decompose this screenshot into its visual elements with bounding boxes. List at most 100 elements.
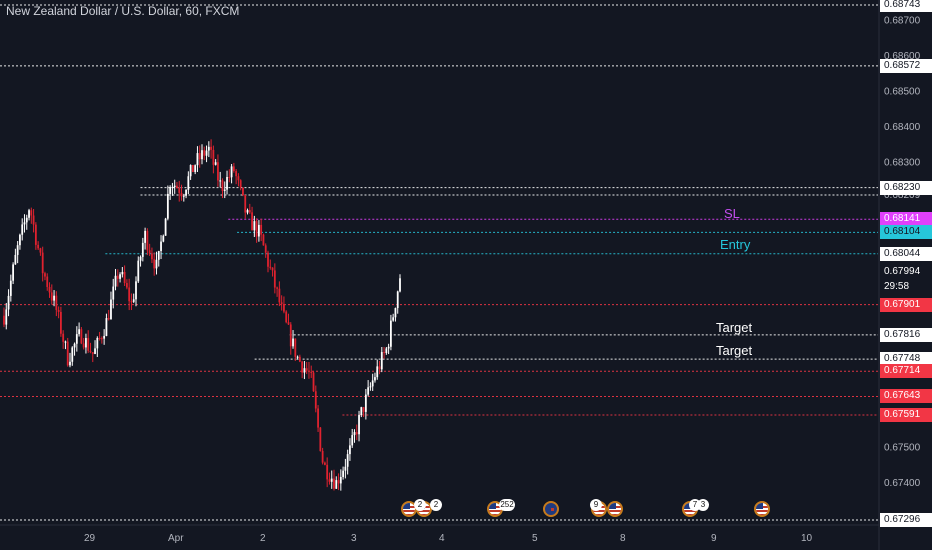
candle-body <box>5 309 8 325</box>
candle-body <box>257 224 260 237</box>
candle-body <box>205 150 208 156</box>
candle-body <box>280 302 283 305</box>
candle-body <box>23 222 26 225</box>
candle-body <box>135 281 137 300</box>
candle-body <box>330 478 333 482</box>
us-flag-icon[interactable] <box>607 501 623 517</box>
price-tag: 0.67591 <box>880 408 932 422</box>
candle-body <box>235 171 238 177</box>
x-tick-label: 29 <box>84 533 96 544</box>
candle-body <box>155 259 158 269</box>
candle-body <box>342 470 345 477</box>
y-tick-label: 0.68300 <box>884 158 921 169</box>
candle-body <box>98 337 101 339</box>
candle-body <box>73 343 76 348</box>
candle-body <box>50 292 53 301</box>
candle-body <box>87 338 90 351</box>
candle-body <box>326 464 329 480</box>
candle-body <box>164 218 167 236</box>
candle-body <box>185 189 187 196</box>
candle-body <box>32 215 35 225</box>
candle-body <box>328 479 331 482</box>
candle-body <box>333 478 335 489</box>
x-tick-label: 10 <box>801 533 813 544</box>
candle-body <box>210 146 213 150</box>
target-label-2: Target <box>716 343 753 358</box>
candle-body <box>308 370 310 372</box>
candle-body <box>128 287 131 302</box>
candle-body <box>362 407 365 412</box>
candle-body <box>399 278 401 292</box>
candle-body <box>385 348 388 353</box>
candle-body <box>251 212 253 231</box>
event-count-badge: 9 <box>590 499 602 511</box>
candle-body <box>314 391 317 409</box>
price-tag: 0.67816 <box>880 327 932 342</box>
y-tick-label: 0.68500 <box>884 86 921 97</box>
candle-body <box>389 320 392 347</box>
candle-body <box>242 187 244 196</box>
candle-body <box>144 230 147 243</box>
candle-body <box>371 380 374 387</box>
candle-body <box>16 245 19 255</box>
price-tag: 0.68044 <box>880 246 932 261</box>
candle-body <box>358 415 360 435</box>
candle-body <box>337 480 340 484</box>
candle-body <box>262 234 265 246</box>
candle-body <box>125 283 128 288</box>
y-tick-label: 0.67500 <box>884 442 921 453</box>
nz-flag-icon[interactable] <box>543 501 559 517</box>
candle-body <box>194 165 197 173</box>
candle-body <box>69 361 71 366</box>
candle-body <box>21 224 24 235</box>
candle-body <box>296 356 299 358</box>
candle-body <box>201 150 203 160</box>
y-tick-label: 0.68700 <box>884 15 921 26</box>
candle-body <box>301 361 304 373</box>
chart-title: New Zealand Dollar / U.S. Dollar, 60, FX… <box>6 4 240 18</box>
candle-body <box>232 166 235 172</box>
candle-body <box>369 386 372 388</box>
candle-body <box>53 295 55 301</box>
candle-body <box>166 193 169 219</box>
event-count-badge: 2 <box>414 499 426 511</box>
price-tag: 0.67994 <box>880 264 932 279</box>
candle-body <box>55 295 58 310</box>
candle-body <box>269 266 272 268</box>
candle-body <box>123 271 126 284</box>
candle-body <box>303 368 306 373</box>
candle-body <box>196 153 199 166</box>
us-flag-icon[interactable] <box>754 501 770 517</box>
candle-body <box>151 253 153 260</box>
candle-body <box>75 334 78 344</box>
candle-body <box>153 259 156 269</box>
candle-body <box>230 166 233 178</box>
candle-body <box>59 311 62 334</box>
candle-body <box>285 311 288 323</box>
candle-body <box>110 299 112 320</box>
candle-body <box>207 146 210 151</box>
candle-body <box>396 291 399 309</box>
candle-body <box>380 352 383 370</box>
candle-body <box>198 153 201 160</box>
candle-body <box>34 224 37 245</box>
candle-body <box>14 254 17 265</box>
price-tag: 0.67296 <box>880 513 932 527</box>
price-tag: 0.67714 <box>880 364 932 379</box>
y-tick-label: 0.67400 <box>884 478 921 489</box>
price-tag: 0.67901 <box>880 297 932 312</box>
candle-body <box>305 368 308 371</box>
candle-body <box>253 221 256 231</box>
candle-body <box>387 346 390 349</box>
candle-body <box>187 176 190 190</box>
candle-body <box>287 322 290 325</box>
price-tag: 0.68743 <box>880 0 932 12</box>
candle-body <box>7 295 10 310</box>
candle-body <box>221 180 224 191</box>
price-tag: 0.68104 <box>880 225 932 240</box>
candle-body <box>351 435 354 446</box>
price-tag: 0.68141 <box>880 212 932 227</box>
candle-body <box>212 149 215 165</box>
candle-body <box>28 210 30 218</box>
